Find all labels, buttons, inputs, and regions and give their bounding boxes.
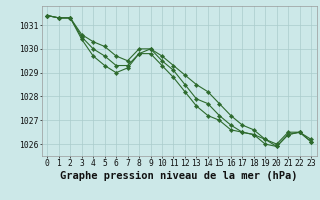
- X-axis label: Graphe pression niveau de la mer (hPa): Graphe pression niveau de la mer (hPa): [60, 171, 298, 181]
